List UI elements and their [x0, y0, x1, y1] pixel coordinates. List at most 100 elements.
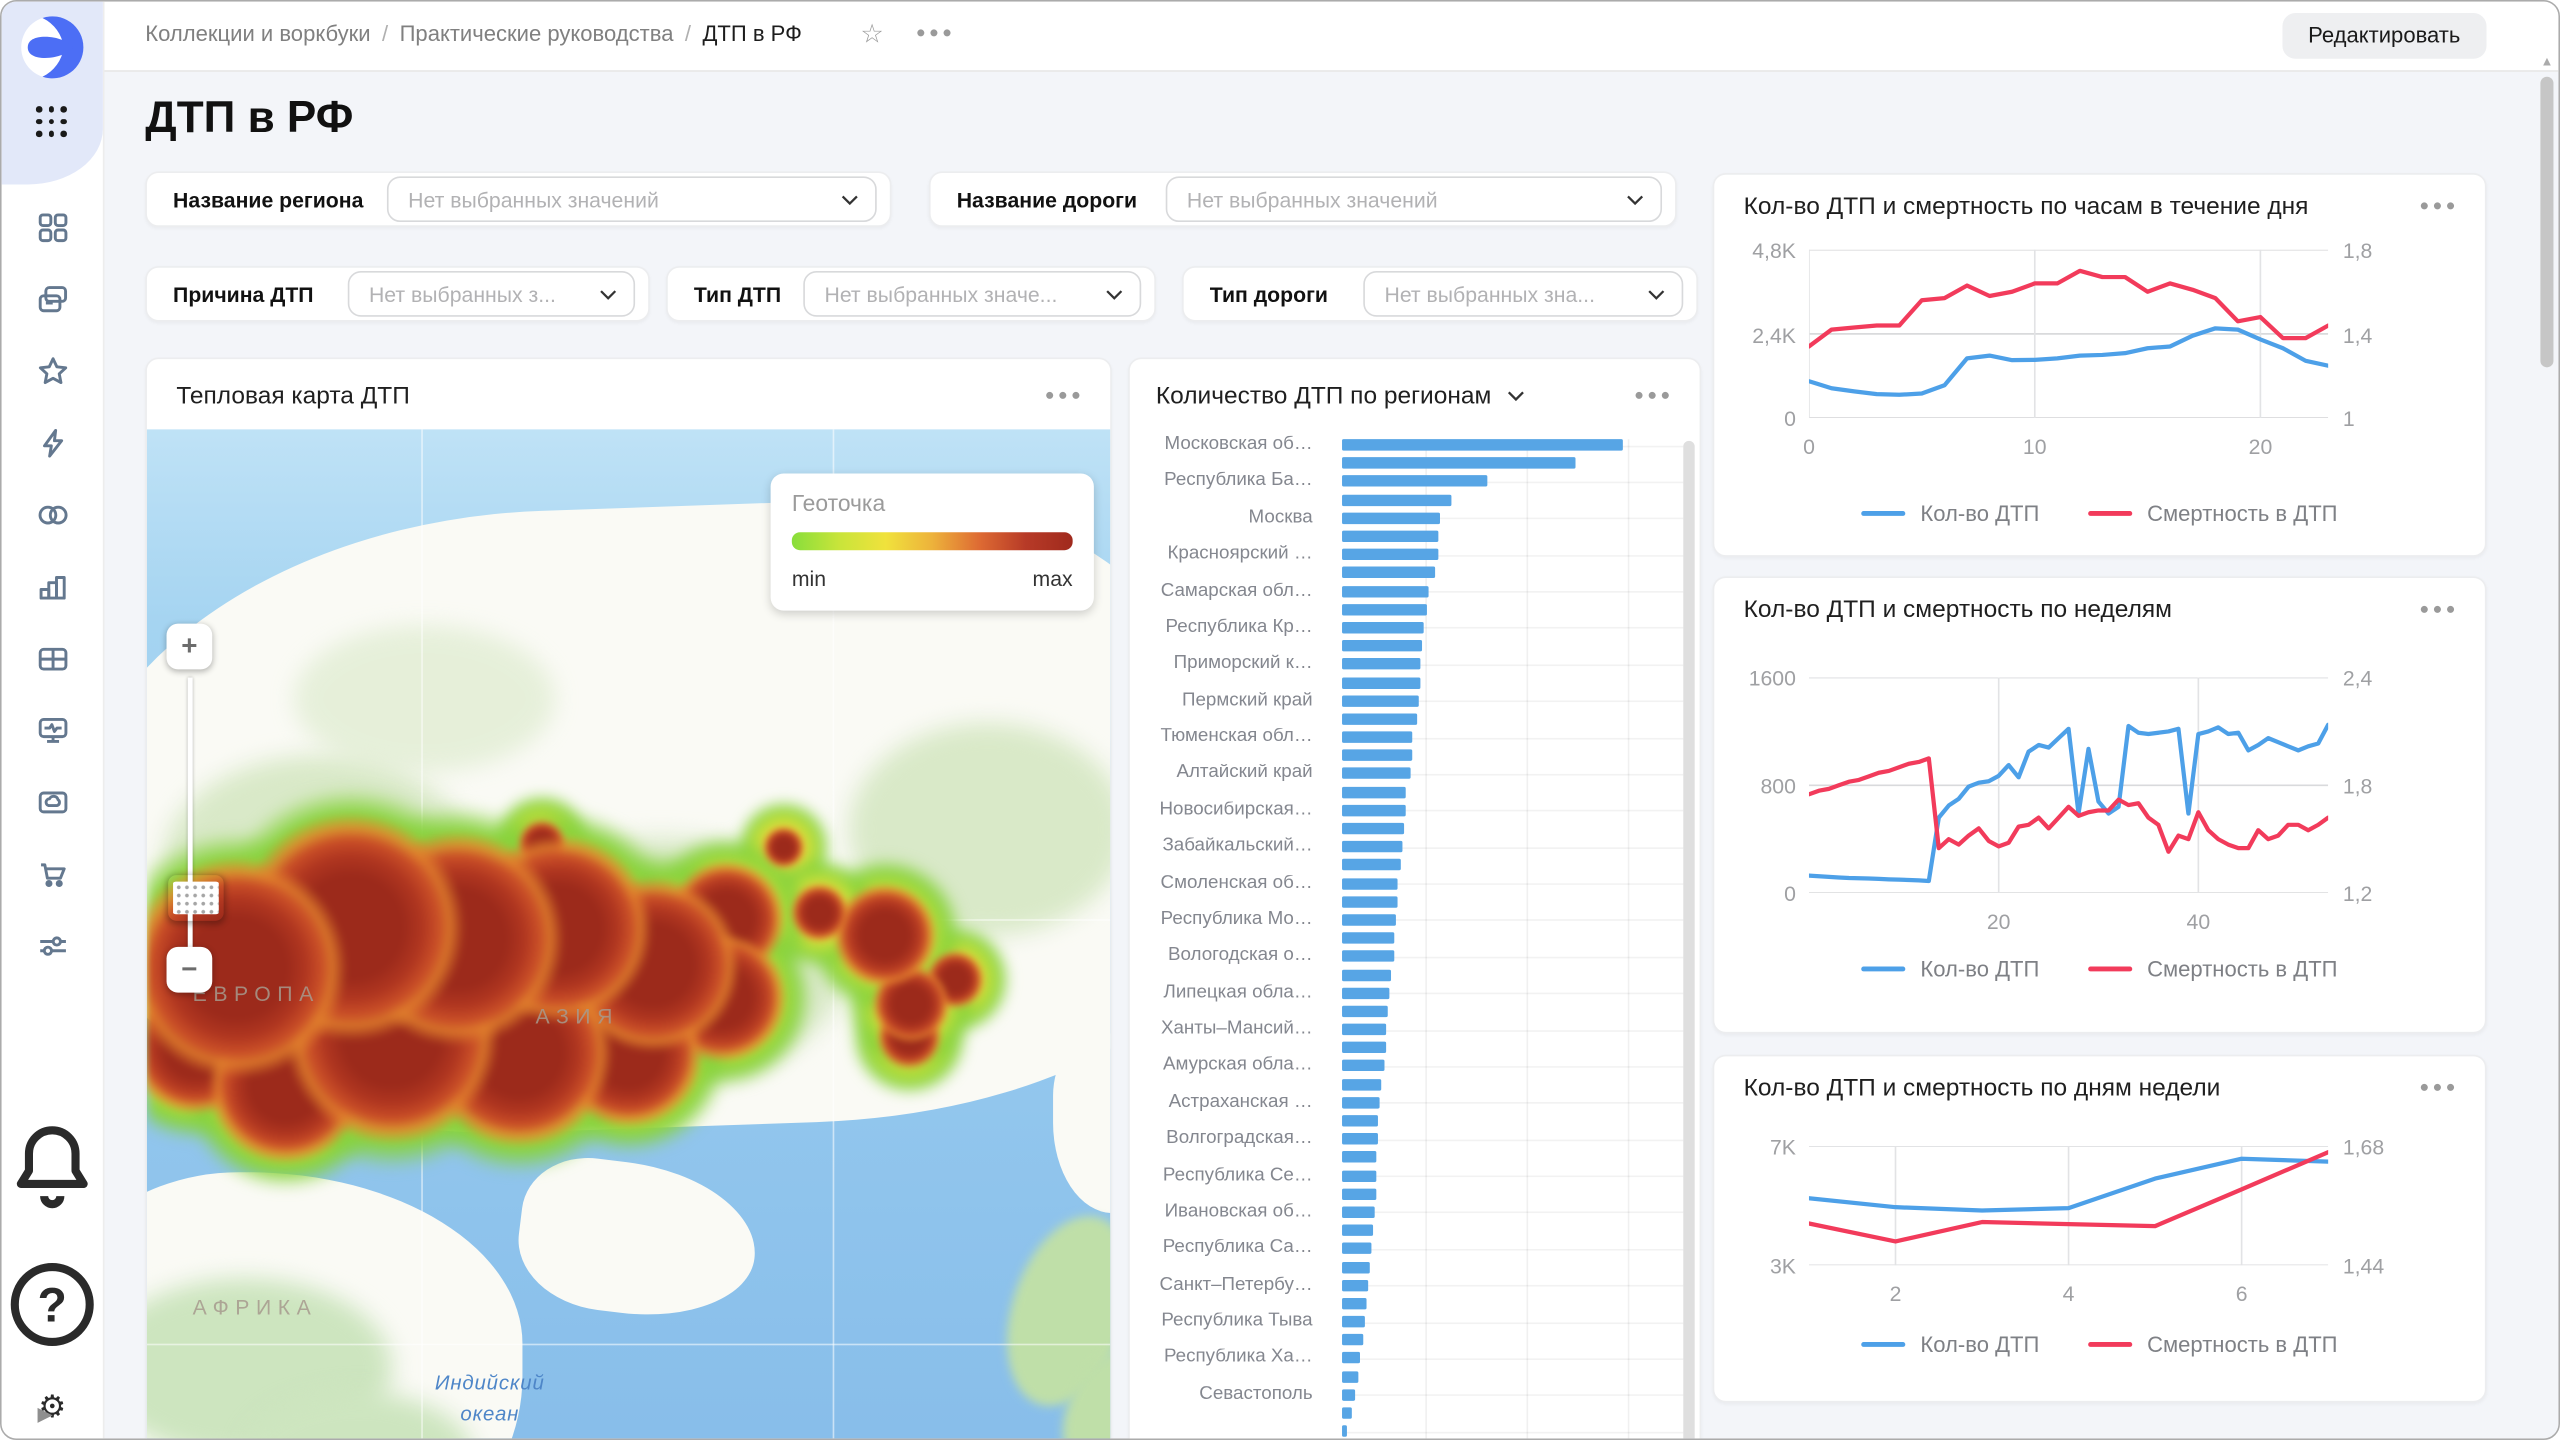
region-bar-row[interactable] — [1130, 1075, 1683, 1093]
region-bar-row[interactable]: Астраханская … — [1130, 1093, 1684, 1111]
region-bar-row[interactable]: Ханты–Мансий… — [1130, 1020, 1684, 1038]
region-bar-row[interactable]: Красноярский … — [1130, 546, 1684, 564]
collections-icon[interactable] — [35, 282, 69, 316]
tables-icon[interactable] — [35, 642, 69, 676]
legend-item[interactable]: Кол-во ДТП — [1861, 957, 2039, 981]
region-bar-row[interactable]: Самарская обл… — [1130, 582, 1684, 600]
legend-item[interactable]: Смертность в ДТП — [2088, 1332, 2338, 1357]
region-bar-row[interactable] — [1130, 1404, 1683, 1422]
region-bar-row[interactable]: Новосибирская… — [1130, 801, 1684, 819]
region-bar-row[interactable]: Москва — [1130, 509, 1684, 527]
help-icon[interactable]: ? — [2, 1254, 103, 1355]
filter-road-select[interactable]: Нет выбранных значений — [1165, 176, 1663, 223]
region-bar-row[interactable]: Волгоградская… — [1130, 1130, 1684, 1148]
more-menu-icon[interactable]: ●●● — [915, 24, 956, 43]
legend-item[interactable]: Смертность в ДТП — [2088, 501, 2338, 526]
region-bar-row[interactable]: Республика Се… — [1130, 1167, 1684, 1185]
favorites-star-icon[interactable] — [35, 354, 69, 388]
legend-item[interactable]: Кол-во ДТП — [1861, 1332, 2039, 1357]
legend-item[interactable]: Смертность в ДТП — [2088, 957, 2338, 981]
region-bar-row[interactable] — [1130, 1185, 1683, 1203]
region-bar-row[interactable]: Республика Мо… — [1130, 911, 1684, 929]
cloud-storage-icon[interactable] — [35, 785, 69, 819]
region-bar-row[interactable] — [1130, 1112, 1683, 1130]
datalens-logo-icon[interactable] — [20, 15, 85, 80]
dashboards-icon[interactable] — [35, 211, 69, 245]
region-bar-row[interactable]: Липецкая обла… — [1130, 984, 1684, 1002]
region-bar-row[interactable]: Санкт–Петербу… — [1130, 1276, 1684, 1294]
region-bar-row[interactable] — [1130, 600, 1683, 618]
region-bar-row[interactable]: Амурская обла… — [1130, 1057, 1684, 1075]
page-scrollbar[interactable] — [2540, 76, 2554, 368]
map-zoom-in-button[interactable]: + — [166, 623, 213, 670]
region-bar-row[interactable]: Ивановская об… — [1130, 1203, 1684, 1221]
marketplace-cart-icon[interactable] — [35, 857, 69, 891]
map-zoom-handle[interactable] — [167, 873, 226, 922]
region-bar-row[interactable]: Пермский край — [1130, 692, 1684, 710]
favorite-star-icon[interactable]: ☆ — [860, 21, 884, 49]
charts-icon[interactable] — [35, 570, 69, 604]
region-bar-row[interactable] — [1130, 1367, 1683, 1385]
region-bar-row[interactable] — [1130, 710, 1683, 728]
map-zoom-track[interactable] — [187, 677, 193, 965]
chevron-down-icon[interactable] — [1508, 389, 1526, 401]
regions-vertical-scrollbar[interactable] — [1683, 440, 1695, 1439]
region-bar-row[interactable]: Алтайский край — [1130, 765, 1684, 783]
filter-accident-type-select[interactable]: Нет выбранных значе... — [803, 271, 1142, 317]
apps-grid-icon[interactable] — [35, 106, 69, 139]
region-bar-row[interactable]: Республика Са… — [1130, 1240, 1684, 1258]
heatmap-map[interactable]: ЕВРОПА АЗИЯ АФРИКА Индийский океан Геоточ… — [146, 429, 1111, 1439]
region-bar-row[interactable] — [1130, 856, 1683, 874]
region-bar-row[interactable] — [1130, 1221, 1683, 1239]
region-bar-row[interactable] — [1130, 637, 1683, 655]
filter-cause-select[interactable]: Нет выбранных з... — [347, 271, 636, 317]
region-bar-row[interactable] — [1130, 1258, 1683, 1276]
region-bar-row[interactable] — [1130, 1422, 1684, 1438]
panel-menu-icon[interactable]: ●●● — [2419, 196, 2459, 215]
region-bar-row[interactable] — [1130, 1331, 1683, 1349]
region-bar-row[interactable] — [1130, 527, 1683, 545]
filter-region-select[interactable]: Нет выбранных значений — [386, 176, 877, 223]
linked-datasets-icon[interactable] — [35, 498, 69, 532]
region-bar-row[interactable] — [1130, 966, 1683, 984]
region-bar-row[interactable]: Забайкальский… — [1130, 838, 1684, 856]
region-bar-row[interactable]: Севастополь — [1130, 1386, 1684, 1404]
expand-sidebar-icon[interactable]: ▶ — [37, 1402, 53, 1426]
panel-menu-icon[interactable]: ●●● — [1044, 386, 1085, 405]
region-bar-row[interactable] — [1130, 1148, 1683, 1166]
breadcrumb-collections[interactable]: Коллекции и воркбуки — [145, 21, 371, 46]
monitoring-icon[interactable] — [35, 713, 69, 747]
region-bar-row[interactable]: Смоленская об… — [1130, 874, 1684, 892]
region-bar-row[interactable]: Тюменская обл… — [1130, 728, 1684, 746]
quick-actions-lightning-icon[interactable] — [35, 426, 69, 460]
region-bar-row[interactable] — [1130, 491, 1683, 509]
panel-menu-icon[interactable]: ●●● — [1634, 386, 1674, 405]
region-bar-row[interactable] — [1130, 454, 1683, 472]
filter-road-type-select[interactable]: Нет выбранных зна... — [1363, 271, 1684, 317]
region-bar-row[interactable] — [1130, 1002, 1683, 1020]
region-bar-row[interactable] — [1130, 746, 1683, 764]
region-bar-row[interactable] — [1130, 673, 1683, 691]
region-bar-row[interactable] — [1130, 1039, 1683, 1057]
panel-menu-icon[interactable]: ●●● — [2419, 1078, 2459, 1097]
region-bar-row[interactable] — [1130, 893, 1683, 911]
region-bar-row[interactable]: Республика Ха… — [1130, 1349, 1684, 1367]
region-bar-row[interactable] — [1130, 1294, 1683, 1312]
region-bar-row[interactable]: Вологодская о… — [1130, 947, 1684, 965]
notifications-bell-icon[interactable] — [2, 1115, 103, 1216]
panel-menu-icon[interactable]: ●●● — [2419, 599, 2459, 618]
services-tuner-icon[interactable] — [35, 929, 69, 963]
breadcrumb-guides[interactable]: Практические руководства — [399, 21, 674, 46]
region-bar-row[interactable]: Республика Ба… — [1130, 472, 1684, 490]
region-bar-row[interactable]: Приморский к… — [1130, 655, 1684, 673]
region-bar-row[interactable]: Республика Тыва — [1130, 1313, 1684, 1331]
region-bar-row[interactable] — [1130, 929, 1683, 947]
scrollbar-up-arrow[interactable]: ▲ — [2540, 53, 2554, 69]
region-bar-row[interactable] — [1130, 564, 1683, 582]
region-bar-row[interactable] — [1130, 783, 1683, 801]
settings-gear-icon[interactable]: ⚙ — [38, 1391, 67, 1426]
edit-button[interactable]: Редактировать — [2282, 13, 2487, 59]
region-bar-row[interactable]: Республика Кр… — [1130, 619, 1684, 637]
region-bar-row[interactable] — [1130, 819, 1683, 837]
map-zoom-out-button[interactable]: − — [166, 946, 213, 993]
